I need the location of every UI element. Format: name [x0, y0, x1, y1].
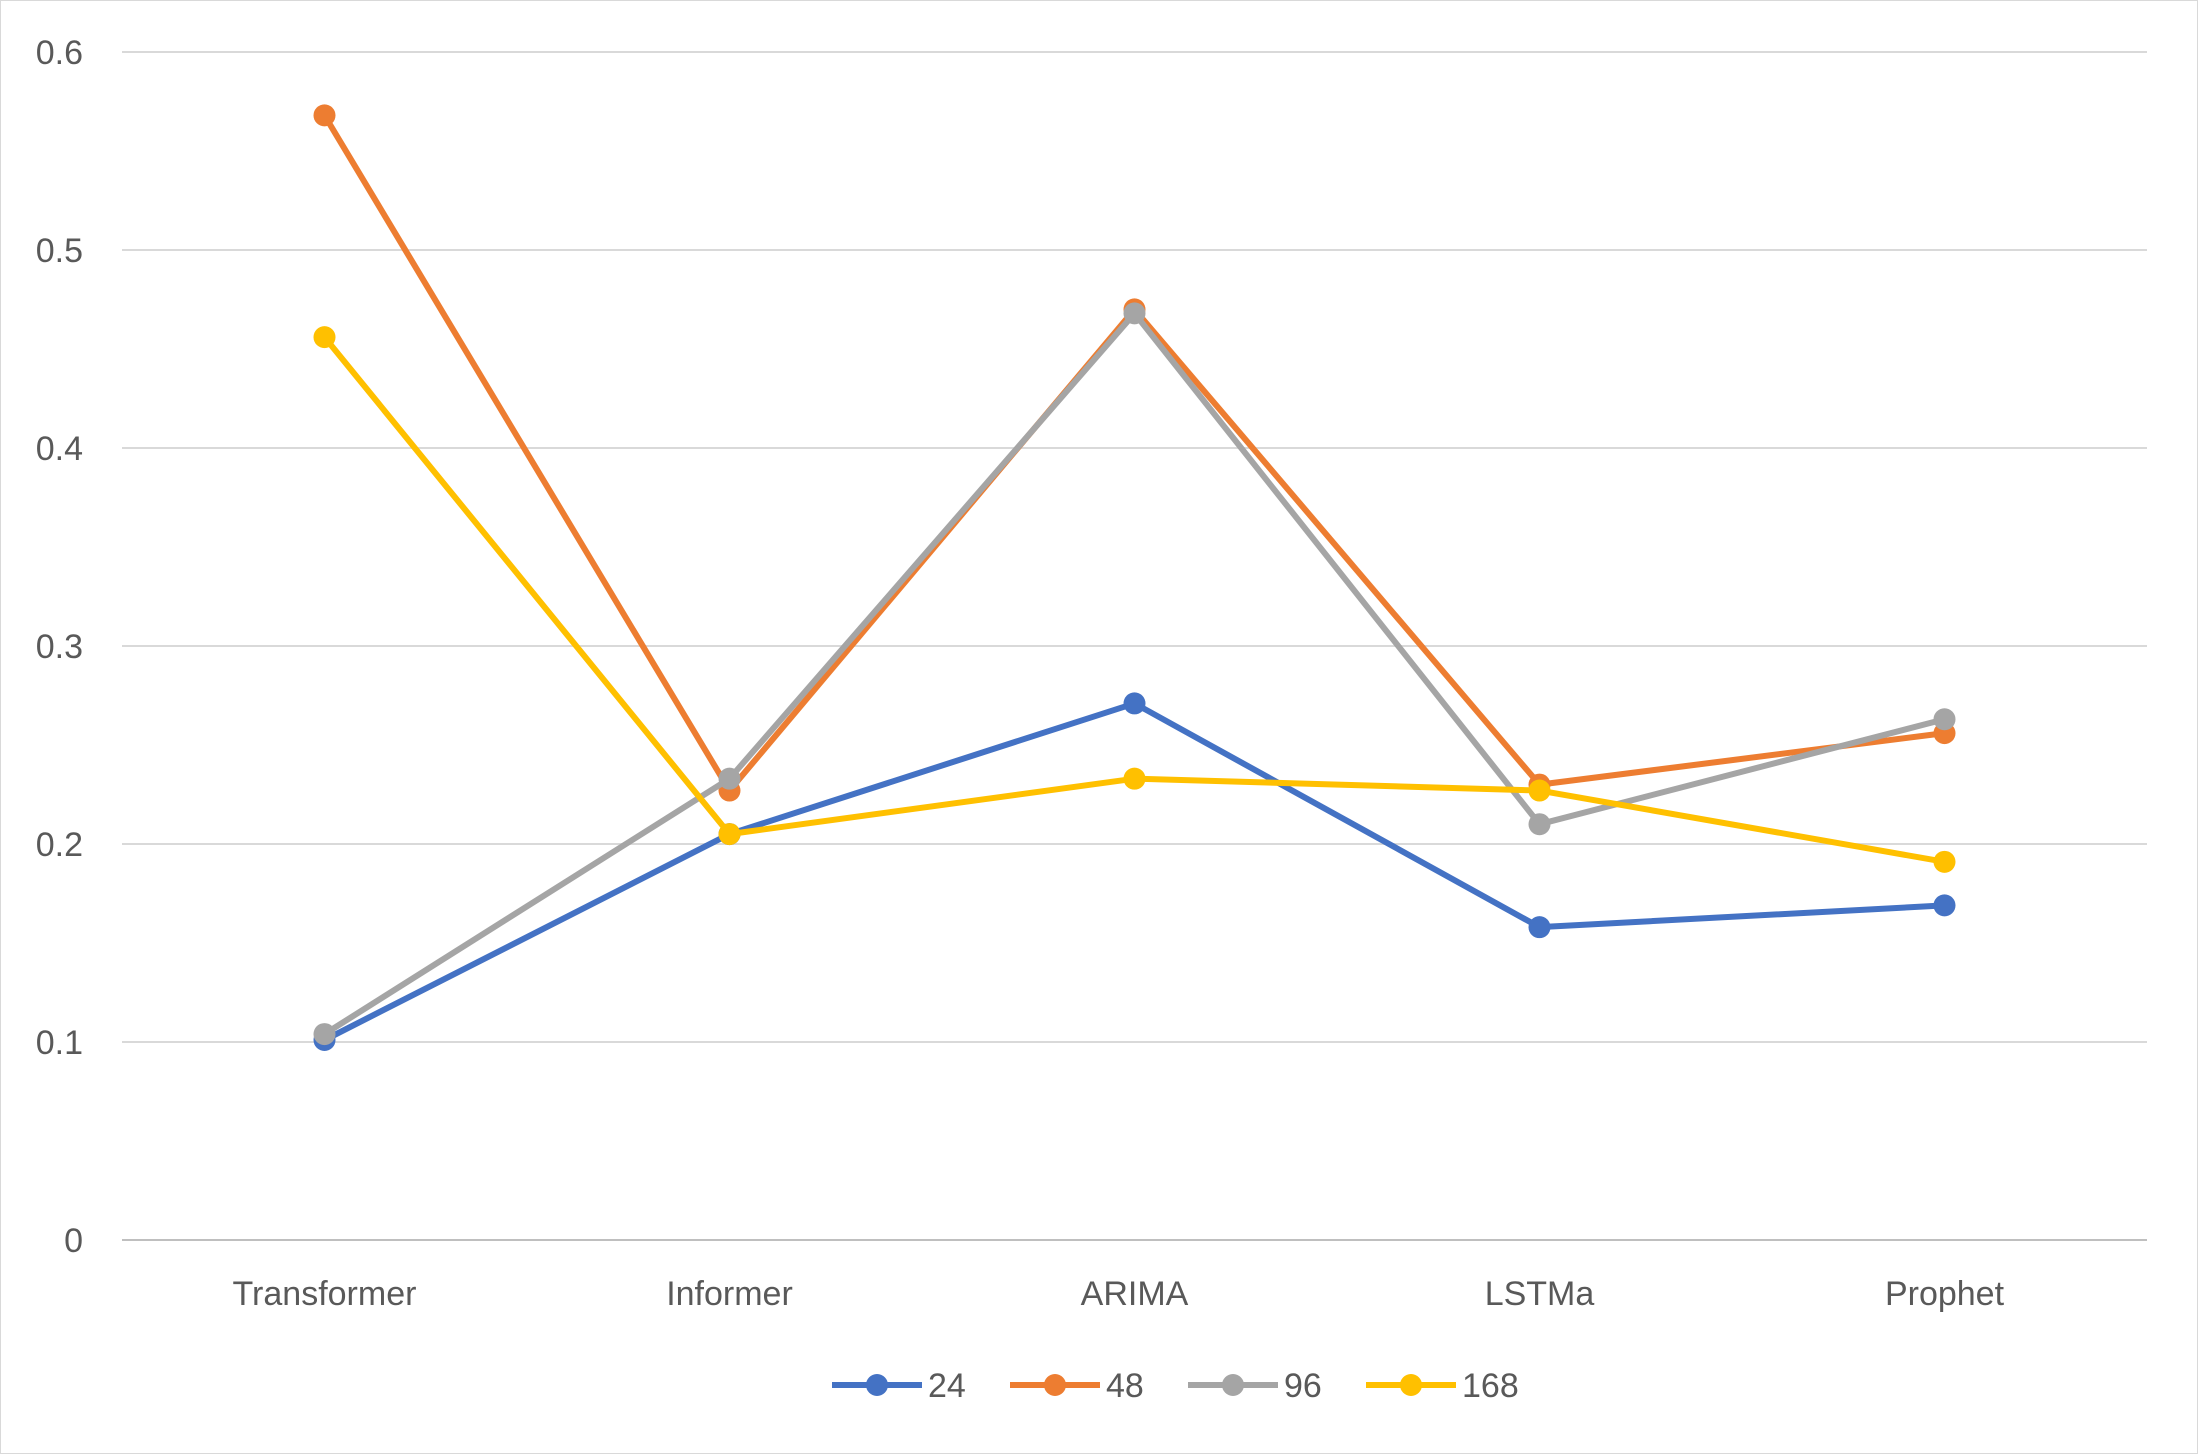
data-point [718, 767, 741, 790]
x-tick-label: LSTMa [1485, 1275, 1595, 1313]
data-point [1123, 767, 1146, 790]
series-96 [313, 302, 1956, 1046]
data-point [718, 823, 741, 846]
y-tick-label: 0.2 [36, 826, 83, 864]
data-point [1528, 916, 1551, 939]
data-point [1123, 302, 1146, 325]
y-tick-label: 0.3 [36, 628, 83, 666]
y-tick-label: 0.6 [36, 34, 83, 72]
data-point [313, 104, 336, 127]
x-tick-label: Informer [666, 1275, 793, 1313]
x-tick-label: ARIMA [1081, 1275, 1189, 1313]
y-tick-label: 0.4 [36, 430, 83, 468]
legend-label: 24 [928, 1367, 966, 1405]
y-tick-label: 0.1 [36, 1024, 83, 1062]
y-tick-label: 0 [64, 1222, 83, 1260]
legend-marker [866, 1374, 888, 1396]
legend-marker [1400, 1374, 1422, 1396]
legend-label: 48 [1106, 1367, 1144, 1405]
legend-label: 96 [1284, 1367, 1322, 1405]
y-axis: 0 0.1 0.2 0.3 0.4 0.5 0.6 [36, 34, 83, 1260]
x-tick-label: Prophet [1885, 1275, 2005, 1313]
legend-item: 24 [832, 1367, 966, 1405]
x-axis: Transformer Informer ARIMA LSTMa Prophet [233, 1275, 2005, 1313]
data-point [1933, 708, 1956, 731]
data-point [313, 326, 336, 349]
legend-label: 168 [1462, 1367, 1519, 1405]
data-point [1933, 894, 1956, 917]
series-layer [313, 104, 1956, 1052]
gridlines [122, 51, 2147, 1241]
data-point [1933, 850, 1956, 873]
data-point [313, 1023, 336, 1046]
legend-marker [1044, 1374, 1066, 1396]
data-point [1123, 692, 1146, 715]
data-point [1528, 779, 1551, 802]
series-168 [313, 326, 1956, 873]
y-tick-label: 0.5 [36, 232, 83, 270]
legend-item: 48 [1010, 1367, 1144, 1405]
legend-item: 168 [1366, 1367, 1519, 1405]
legend-item: 96 [1188, 1367, 1322, 1405]
legend-marker [1222, 1374, 1244, 1396]
series-line [321, 700, 1948, 1044]
data-point [1528, 813, 1551, 836]
series-24 [313, 692, 1956, 1052]
legend: 24 48 96 168 [832, 1367, 1519, 1405]
series-line [321, 112, 1948, 794]
series-line [321, 310, 1948, 1038]
x-tick-label: Transformer [233, 1275, 417, 1313]
